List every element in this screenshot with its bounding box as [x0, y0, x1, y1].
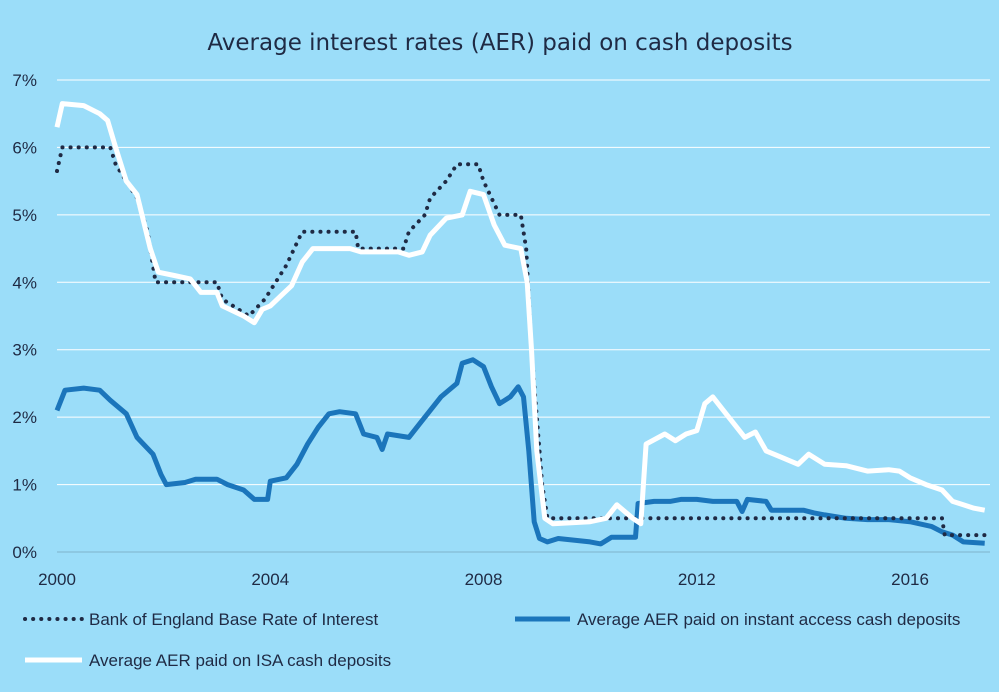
y-axis-tick-labels: 0% 1% 2% 3% 4% 5% 6% 7%: [12, 71, 37, 562]
legend-label-isa: Average AER paid on ISA cash deposits: [89, 651, 391, 670]
y-tick-label: 1%: [12, 476, 37, 495]
x-tick-label: 2004: [251, 570, 289, 589]
x-tick-label: 2000: [38, 570, 76, 589]
legend: Bank of England Base Rate of Interest Av…: [23, 610, 960, 670]
x-tick-label: 2012: [678, 570, 716, 589]
y-tick-label: 2%: [12, 408, 37, 427]
y-tick-label: 5%: [12, 206, 37, 225]
y-tick-label: 3%: [12, 341, 37, 360]
gridlines: [57, 79, 990, 486]
legend-label-base-rate: Bank of England Base Rate of Interest: [89, 610, 378, 629]
x-axis-tick-labels: 2000 2004 2008 2012 2016: [38, 570, 929, 589]
series-line-instant-access: [54, 357, 985, 547]
data-series: [54, 101, 987, 547]
legend-label-instant-access: Average AER paid on instant access cash …: [577, 610, 960, 629]
series-line-base-rate: [55, 145, 987, 538]
y-tick-label: 7%: [12, 71, 37, 90]
x-tick-label: 2008: [465, 570, 503, 589]
chart-title: Average interest rates (AER) paid on cas…: [207, 30, 792, 56]
y-tick-label: 6%: [12, 138, 37, 157]
y-tick-label: 0%: [12, 543, 37, 562]
x-tick-label: 2016: [891, 570, 929, 589]
y-tick-label: 4%: [12, 273, 37, 292]
series-line-isa: [54, 101, 986, 527]
